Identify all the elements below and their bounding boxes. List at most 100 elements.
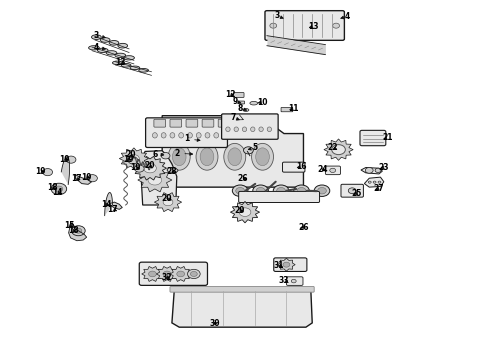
Circle shape — [348, 188, 356, 194]
Polygon shape — [61, 157, 70, 185]
Ellipse shape — [172, 148, 186, 166]
Circle shape — [55, 186, 63, 192]
Text: 5: 5 — [248, 143, 257, 152]
Circle shape — [291, 279, 296, 283]
Text: 19: 19 — [59, 155, 70, 164]
Polygon shape — [140, 151, 177, 205]
Ellipse shape — [250, 102, 258, 105]
FancyBboxPatch shape — [239, 192, 319, 203]
Polygon shape — [154, 193, 182, 212]
Text: 18: 18 — [68, 226, 79, 235]
Circle shape — [236, 188, 245, 194]
Polygon shape — [156, 266, 178, 282]
Text: 20: 20 — [145, 161, 155, 170]
Ellipse shape — [214, 133, 219, 138]
Text: 23: 23 — [379, 163, 389, 172]
Ellipse shape — [243, 127, 246, 132]
Text: 26: 26 — [298, 222, 309, 231]
Polygon shape — [138, 168, 172, 192]
Text: 24: 24 — [318, 165, 328, 174]
Ellipse shape — [170, 133, 175, 138]
Ellipse shape — [188, 133, 193, 138]
Text: 19: 19 — [35, 167, 46, 176]
Ellipse shape — [168, 143, 190, 170]
Text: 29: 29 — [234, 206, 245, 215]
Circle shape — [72, 226, 85, 236]
Text: 26: 26 — [237, 174, 248, 183]
Circle shape — [134, 165, 144, 172]
Text: 19: 19 — [123, 155, 133, 164]
Circle shape — [297, 188, 306, 194]
Text: 30: 30 — [210, 319, 220, 328]
FancyBboxPatch shape — [170, 119, 182, 127]
Text: 20: 20 — [162, 194, 172, 203]
Text: 8: 8 — [238, 104, 246, 113]
Circle shape — [314, 185, 330, 197]
Text: 32: 32 — [162, 273, 172, 282]
Polygon shape — [162, 116, 303, 187]
FancyBboxPatch shape — [154, 119, 166, 127]
Text: 33: 33 — [279, 276, 289, 285]
Text: 27: 27 — [374, 184, 384, 193]
Text: 17: 17 — [72, 175, 82, 184]
Ellipse shape — [161, 133, 166, 138]
Text: 20: 20 — [125, 150, 136, 159]
Circle shape — [177, 271, 185, 277]
FancyBboxPatch shape — [218, 119, 230, 127]
FancyBboxPatch shape — [341, 184, 364, 197]
Ellipse shape — [234, 127, 239, 132]
Circle shape — [88, 175, 98, 182]
FancyBboxPatch shape — [186, 119, 198, 127]
Polygon shape — [110, 202, 122, 209]
FancyBboxPatch shape — [146, 118, 227, 148]
Ellipse shape — [92, 35, 101, 40]
Text: 19: 19 — [81, 173, 92, 182]
Circle shape — [373, 181, 376, 183]
Ellipse shape — [98, 48, 108, 53]
Ellipse shape — [109, 41, 119, 45]
Circle shape — [244, 147, 253, 154]
Ellipse shape — [228, 148, 242, 166]
Circle shape — [318, 188, 326, 194]
Ellipse shape — [113, 61, 122, 64]
Circle shape — [273, 185, 289, 197]
Text: 25: 25 — [352, 189, 362, 198]
Ellipse shape — [196, 143, 218, 170]
Circle shape — [366, 167, 373, 173]
Circle shape — [191, 271, 197, 276]
Circle shape — [43, 168, 52, 176]
Ellipse shape — [259, 127, 263, 132]
Circle shape — [253, 185, 269, 197]
Ellipse shape — [196, 133, 201, 138]
Ellipse shape — [224, 143, 245, 170]
FancyBboxPatch shape — [202, 119, 214, 127]
Ellipse shape — [251, 143, 273, 170]
Ellipse shape — [243, 109, 249, 111]
Polygon shape — [365, 177, 384, 187]
Circle shape — [232, 185, 248, 197]
FancyBboxPatch shape — [221, 114, 278, 139]
Ellipse shape — [121, 64, 131, 67]
Ellipse shape — [106, 51, 117, 55]
Text: 13: 13 — [116, 58, 126, 67]
Text: 9: 9 — [233, 97, 241, 106]
Polygon shape — [230, 202, 260, 223]
Text: 11: 11 — [289, 104, 299, 113]
Circle shape — [128, 157, 138, 164]
Text: 4: 4 — [94, 42, 105, 51]
Circle shape — [66, 156, 76, 163]
Polygon shape — [142, 266, 163, 282]
FancyBboxPatch shape — [283, 162, 305, 172]
Circle shape — [270, 23, 277, 28]
Polygon shape — [167, 167, 178, 173]
Circle shape — [51, 183, 67, 195]
Polygon shape — [324, 139, 353, 160]
Polygon shape — [75, 175, 92, 184]
Circle shape — [332, 145, 345, 155]
Circle shape — [163, 271, 171, 277]
Ellipse shape — [205, 133, 210, 138]
Ellipse shape — [256, 148, 270, 166]
Text: 14: 14 — [101, 200, 111, 209]
Polygon shape — [172, 289, 312, 327]
Circle shape — [375, 168, 381, 172]
